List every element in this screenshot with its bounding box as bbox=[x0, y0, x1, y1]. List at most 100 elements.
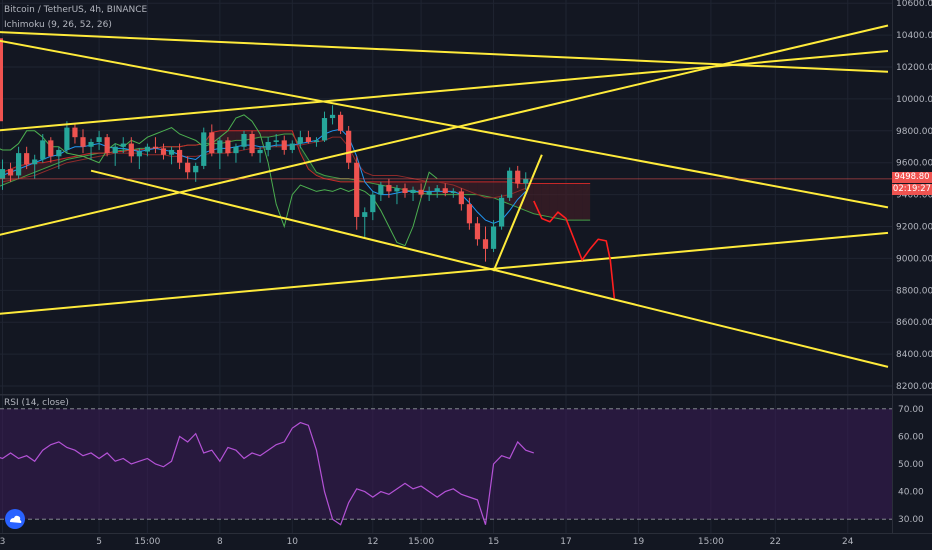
candle-body bbox=[434, 188, 440, 192]
symbol-legend[interactable]: Bitcoin / TetherUS, 4h, BINANCE bbox=[4, 5, 148, 15]
candle-body bbox=[338, 114, 344, 131]
kumo-segment bbox=[533, 183, 542, 216]
candle-body bbox=[72, 127, 78, 138]
candle-body bbox=[482, 239, 489, 249]
candle-body bbox=[378, 185, 384, 195]
price-tick-label: 9000.00 bbox=[896, 254, 932, 264]
kumo-segment bbox=[477, 181, 486, 197]
price-tick-label: 10600.00 bbox=[896, 0, 932, 9]
candle-body bbox=[362, 212, 368, 217]
candle-body bbox=[217, 140, 223, 154]
candle-body bbox=[80, 137, 86, 147]
candle-body bbox=[507, 170, 513, 198]
time-tick-label: 22 bbox=[770, 537, 781, 547]
candle-body bbox=[0, 169, 6, 179]
rsi-line bbox=[0, 421, 534, 526]
kumo-segment bbox=[525, 183, 534, 214]
trendline bbox=[0, 24, 889, 236]
candle-body bbox=[56, 149, 62, 157]
price-tick-label: 10400.00 bbox=[896, 31, 932, 41]
rsi-legend[interactable]: RSI (14, close) bbox=[4, 398, 69, 408]
candle-body bbox=[257, 149, 263, 154]
candle-body bbox=[523, 178, 529, 184]
time-tick-label: 12 bbox=[367, 537, 378, 547]
candle-body bbox=[136, 151, 142, 157]
time-tick-label: 17 bbox=[560, 537, 571, 547]
kumo-segment bbox=[549, 183, 558, 219]
candle-body bbox=[329, 114, 336, 119]
trendline bbox=[492, 154, 543, 272]
candle-body bbox=[32, 159, 38, 165]
rsi-tick-label: 50.00 bbox=[898, 460, 924, 470]
candle-body bbox=[152, 146, 159, 149]
candle-body bbox=[490, 226, 497, 249]
y-axis-border bbox=[892, 0, 893, 533]
candle-body bbox=[104, 137, 110, 154]
candle-body bbox=[16, 153, 22, 176]
candle-body bbox=[112, 146, 118, 154]
candle-body bbox=[225, 140, 231, 154]
trendline bbox=[0, 231, 889, 315]
candle-body bbox=[7, 169, 14, 176]
kumo-segment bbox=[340, 178, 349, 182]
candle-body bbox=[321, 118, 328, 141]
candle-body bbox=[249, 133, 255, 154]
rsi-tick-label: 70.00 bbox=[898, 405, 924, 415]
price-axis[interactable]: 8200.00 8400.00 8600.00 8800.00 9000.00 9200.… bbox=[896, 0, 932, 392]
candle-body bbox=[64, 127, 70, 150]
projection-drawing[interactable] bbox=[533, 200, 616, 299]
trendline-drawings[interactable] bbox=[0, 24, 889, 368]
candle-body bbox=[201, 132, 207, 166]
candle-body bbox=[128, 143, 134, 157]
candle-body bbox=[144, 146, 150, 152]
rsi-band bbox=[0, 408, 892, 520]
time-tick-label: 15:00 bbox=[408, 537, 434, 547]
candle-body bbox=[297, 137, 303, 144]
ichimoku-legend[interactable]: Ichimoku (9, 26, 52, 26) bbox=[4, 20, 112, 30]
candle-body bbox=[466, 204, 472, 224]
kumo-segment bbox=[26, 162, 35, 176]
candle-body bbox=[458, 191, 464, 205]
time-tick-label: 19 bbox=[633, 537, 645, 547]
candle-body bbox=[96, 137, 102, 142]
price-tick-label: 9800.00 bbox=[896, 127, 932, 137]
candle-body bbox=[265, 141, 271, 150]
candle-body bbox=[289, 143, 295, 150]
rsi-tick-label: 30.00 bbox=[898, 515, 924, 525]
kumo-segment bbox=[316, 172, 325, 179]
price-tick-label: 10200.00 bbox=[896, 63, 932, 73]
separator-bar bbox=[0, 394, 932, 396]
tradingview-logo-icon[interactable] bbox=[5, 509, 25, 529]
time-axis[interactable]: 3 5 15:00 8 10 12 15:00 15 17 19 15:00 22 24 bbox=[0, 537, 854, 547]
pane-separator[interactable] bbox=[0, 0, 932, 534]
candle-body bbox=[418, 189, 424, 195]
candle-body bbox=[241, 133, 247, 147]
last-price-label: 9498.80 bbox=[892, 172, 932, 183]
rsi-tick-label: 60.00 bbox=[898, 432, 924, 442]
price-tick-label: 10000.00 bbox=[896, 95, 932, 105]
kumo-segment bbox=[396, 181, 405, 190]
candle-body bbox=[354, 162, 360, 217]
kumo-segment bbox=[574, 183, 583, 221]
chikou-span-line bbox=[0, 114, 438, 247]
candle-body bbox=[0, 38, 3, 122]
candle-body bbox=[410, 189, 416, 194]
price-tick-label: 8600.00 bbox=[896, 318, 932, 328]
price-tick-label: 9600.00 bbox=[896, 159, 932, 169]
kumo-segment bbox=[582, 183, 591, 221]
time-tick-label: 3 bbox=[0, 537, 5, 547]
candle-body bbox=[442, 188, 448, 194]
candlestick-series bbox=[0, 38, 529, 262]
kumo-segment bbox=[541, 183, 550, 217]
candle-body bbox=[346, 130, 352, 163]
candle-body bbox=[120, 143, 126, 147]
kumo-segment bbox=[332, 177, 341, 182]
rsi-axis[interactable]: 30.00 40.00 50.00 60.00 70.00 bbox=[898, 405, 924, 525]
bar-countdown-label: 02:19:27 bbox=[892, 184, 932, 195]
kumo-segment bbox=[485, 181, 494, 198]
time-tick-label: 15 bbox=[488, 537, 499, 547]
trendline bbox=[0, 39, 889, 209]
candle-body bbox=[24, 153, 30, 165]
